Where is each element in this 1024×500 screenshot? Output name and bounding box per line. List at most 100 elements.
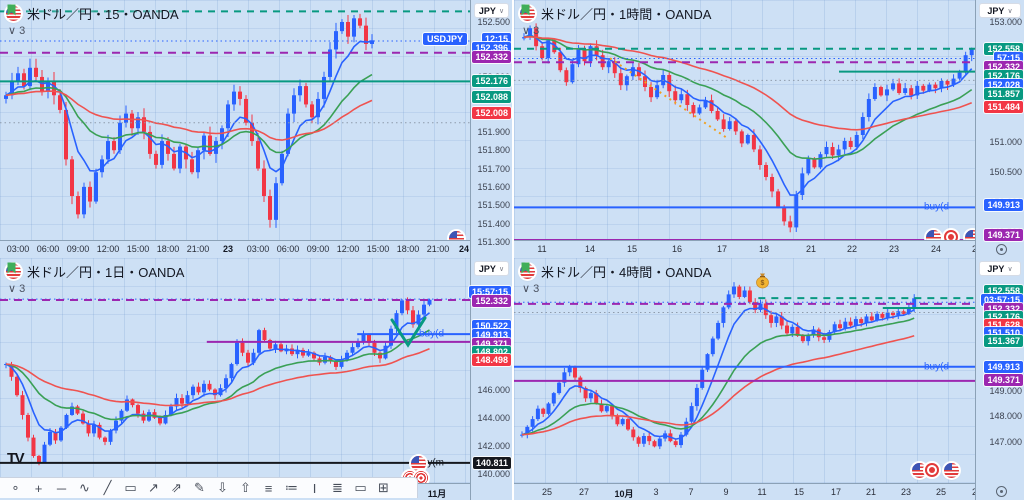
polyline-tool[interactable]: ∿ [79, 480, 90, 495]
dotted-lines-tool[interactable]: ≔ [285, 480, 298, 495]
price-label: 152.332 [472, 51, 511, 63]
panel-4h: 米ドル／円・4時間・OANDA ∨ 3 buy(d $ 25 27 10月 3 7 9 11 1… [514, 258, 982, 500]
callout-tool[interactable]: ▭ [354, 480, 367, 495]
time-axis-15m[interactable]: 03:00 06:00 09:00 12:00 15:00 18:00 21:00 23 03:… [0, 240, 470, 258]
price-tick: 151.000 [989, 137, 1022, 148]
grid-tool[interactable]: ⊞ [378, 480, 389, 495]
chart-title-1d[interactable]: 米ドル／円・1日・OANDA [27, 265, 185, 280]
price-tick: 148.000 [989, 411, 1022, 422]
time-axis-4h[interactable]: 252710月37911151721232529 [514, 483, 982, 500]
legend-toggle-15m[interactable]: ∨ 3 [8, 25, 26, 37]
gear-icon[interactable] [996, 486, 1007, 497]
time-tick: 09:00 [66, 244, 90, 254]
currency-dropdown-15m[interactable]: JPY ∨ [474, 3, 509, 18]
chart-plot-4h[interactable]: 米ドル／円・4時間・OANDA ∨ 3 buy(d $ [514, 258, 975, 483]
time-tick: 21:00 [186, 244, 210, 254]
us-flag-alert-icon[interactable] [926, 230, 941, 240]
time-tick: 11 [537, 244, 547, 254]
price-tick: 151.400 [477, 218, 510, 229]
time-tick: 12:00 [96, 244, 120, 254]
price-tick: 142.000 [477, 441, 510, 452]
bookmark-flag-icon[interactable] [520, 262, 531, 274]
arrow-up-tool[interactable]: ⇧ [240, 480, 251, 495]
line-annotation-buyd[interactable]: buy(d [923, 361, 949, 373]
panel-15m: 米ドル／円・15・OANDA ∨ 3 USDJPY 03:00 06:00 09:0… [0, 0, 470, 258]
chart-title-15m[interactable]: 米ドル／円・15・OANDA [27, 7, 179, 22]
ma_mid-line [521, 317, 915, 436]
bookmark-flag-icon[interactable] [520, 4, 531, 16]
gear-icon[interactable] [996, 244, 1007, 255]
price-tick: 140.000 [477, 469, 510, 480]
line-annotation-buym[interactable]: buy(m [416, 457, 444, 469]
time-tick: 22 [846, 244, 858, 254]
ma_mid-line [523, 35, 973, 160]
text-tool[interactable]: I [312, 480, 317, 496]
panel-1h: 米ドル／円・1時間・OANDA ∨ 3 buy(d 11 14 15 16 17 18 21… [514, 0, 982, 258]
arrow-line-tool[interactable]: ↗ [148, 480, 159, 495]
line-annotation-buyd[interactable]: buy(d [923, 201, 949, 213]
price-label: 148.498 [472, 354, 511, 366]
price-label: 152.008 [472, 107, 511, 119]
currency-dropdown-1d[interactable]: JPY ∨ [474, 261, 509, 276]
alert-dot-icon[interactable] [925, 463, 939, 477]
time-tick: 10月 [614, 489, 634, 499]
arrow-marker-tool[interactable]: ⇗ [171, 480, 182, 495]
price-label: 149.913 [984, 199, 1023, 211]
arrow-down-tool[interactable]: ⇩ [217, 480, 228, 495]
horizontal-line-tool[interactable]: ─ [56, 480, 67, 496]
chart-plot-15m[interactable]: 米ドル／円・15・OANDA ∨ 3 USDJPY [0, 0, 470, 240]
parallel-lines-tool[interactable]: ≡ [264, 480, 273, 496]
svg-text:$: $ [761, 280, 765, 287]
us-flag-alert-icon[interactable] [944, 463, 959, 478]
currency-dropdown-4h[interactable]: JPY ∨ [979, 261, 1021, 276]
panel-1d: 米ドル／円・1日・OANDA ∨ 3 TV buy(d buy(m 11月 [0, 258, 470, 500]
us-flag-alert-icon[interactable] [912, 463, 927, 478]
chart-title-1h[interactable]: 米ドル／円・1時間・OANDA [541, 7, 712, 22]
price-label: 149.371 [984, 374, 1023, 386]
bookmark-flag-icon[interactable] [6, 262, 17, 274]
legend-toggle-1h[interactable]: ∨ 3 [522, 25, 540, 37]
price-scale-1d[interactable]: JPY ∨ 146.000 144.000 142.000 140.000 15:57:1… [468, 258, 512, 500]
time-tick: 11 [757, 487, 767, 497]
tradingview-watermark: TV [7, 450, 25, 467]
price-tick: 153.000 [989, 17, 1022, 28]
time-tick: 16 [671, 244, 683, 254]
us-flag-alert-icon[interactable] [411, 456, 426, 471]
time-tick: 06:00 [276, 244, 300, 254]
legend-toggle-1d[interactable]: ∨ 3 [8, 283, 26, 295]
us-flag-alert-icon[interactable] [449, 231, 464, 240]
time-axis-1h[interactable]: 1114151617182122232425 [514, 240, 982, 258]
trend-line-tool[interactable]: ╱ [103, 480, 112, 495]
chart-title-4h[interactable]: 米ドル／円・4時間・OANDA [541, 265, 712, 280]
dot-tool[interactable]: ∘ [11, 480, 20, 495]
time-tick: 18:00 [156, 244, 180, 254]
price-label: 152.088 [472, 91, 511, 103]
brush-tool[interactable]: ✎ [194, 480, 205, 495]
chart-plot-1d[interactable]: 米ドル／円・1日・OANDA ∨ 3 TV buy(d buy(m [0, 258, 470, 483]
ma_mid-line [5, 329, 430, 421]
time-tick: 21:00 [426, 244, 450, 254]
bookmark-flag-icon[interactable] [6, 4, 17, 16]
time-tick: 03:00 [6, 244, 30, 254]
alert-dot-icon[interactable] [944, 230, 958, 240]
time-tick: 7 [688, 487, 694, 497]
ma_fast-line [5, 312, 430, 434]
line-annotation-buyd[interactable]: buy(d [418, 328, 444, 340]
us-flag-alert-icon[interactable] [965, 230, 975, 240]
price-label: 149.371 [984, 229, 1023, 241]
currency-dropdown-1h[interactable]: JPY ∨ [979, 3, 1021, 18]
chart-plot-1h[interactable]: 米ドル／円・1時間・OANDA ∨ 3 buy(d [514, 0, 975, 240]
time-tick: 27 [578, 487, 590, 497]
cross-tool[interactable]: + [34, 480, 43, 496]
time-tick: 24 [930, 244, 942, 254]
legend-toggle-4h[interactable]: ∨ 3 [522, 283, 540, 295]
drawing-check-shape[interactable] [390, 316, 427, 348]
multi-line-tool[interactable]: ≣ [332, 480, 343, 495]
ma_slow-line [5, 90, 373, 141]
price-tick: 149.000 [989, 385, 1022, 396]
chevron-down-icon: ∨ [498, 7, 505, 15]
rectangle-tool[interactable]: ▭ [124, 480, 137, 495]
price-scale-15m[interactable]: JPY∨ 152.500152.200151.900151.800151.700… [470, 0, 512, 258]
price-scale-4h[interactable]: JPY ∨ 149.000 148.000 147.000 152.558 03:57:1… [975, 258, 1024, 500]
price-scale-1h[interactable]: JPY∨ 153.000151.000150.500150.000149.500… [975, 0, 1024, 258]
